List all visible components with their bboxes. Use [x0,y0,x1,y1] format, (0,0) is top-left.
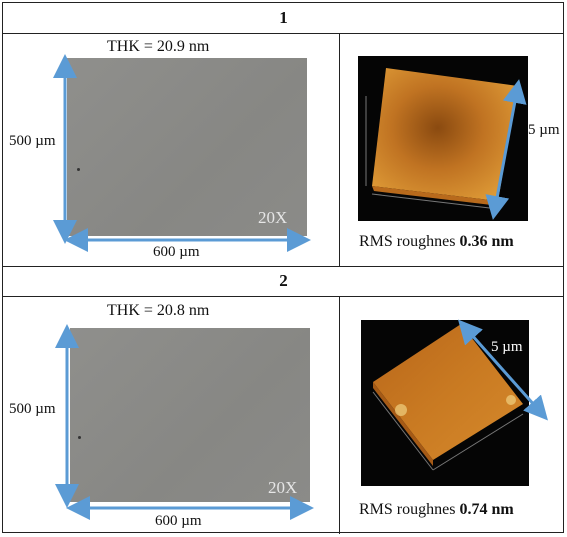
sample-2-height-label: 500 µm [9,401,56,418]
column-divider [339,296,340,534]
sample-2-optical-micrograph [70,328,310,502]
sample-1-afm-surface [365,68,518,210]
row-divider [3,33,563,34]
sample-2-rms: RMS roughnes 0.74 nm [359,501,514,519]
column-divider [339,33,340,266]
rms-prefix: RMS roughnes [359,501,460,518]
sample-1-height-label: 500 µm [9,133,56,150]
sample-2-title: 2 [279,271,288,290]
sample-1-rms: RMS roughnes 0.36 nm [359,233,514,251]
rms-prefix: RMS roughnes [359,233,460,250]
sample-1-optical-micrograph [67,58,307,236]
sample-1-magnification: 20X [258,208,288,227]
sample-2-afm-scale-label: 5 µm [491,339,523,355]
sample-1-title: 1 [279,8,288,27]
surface-particle [77,168,80,171]
row-divider [3,266,563,267]
sample-1-afm-scale-label: 5 µm [528,122,560,138]
sample-2-magnification: 20X [268,478,298,497]
sample-2-rms-value: 0.74 nm [459,501,514,518]
sample-2-width-label: 600 µm [155,513,202,530]
sample-1-width-label: 600 µm [153,244,200,261]
sample-2-thickness: THK = 20.8 nm [107,302,210,319]
row-divider [3,296,563,297]
surface-particle [78,436,81,439]
sample-1-thickness: THK = 20.9 nm [107,38,210,55]
sample-1-rms-value: 0.36 nm [459,233,514,250]
